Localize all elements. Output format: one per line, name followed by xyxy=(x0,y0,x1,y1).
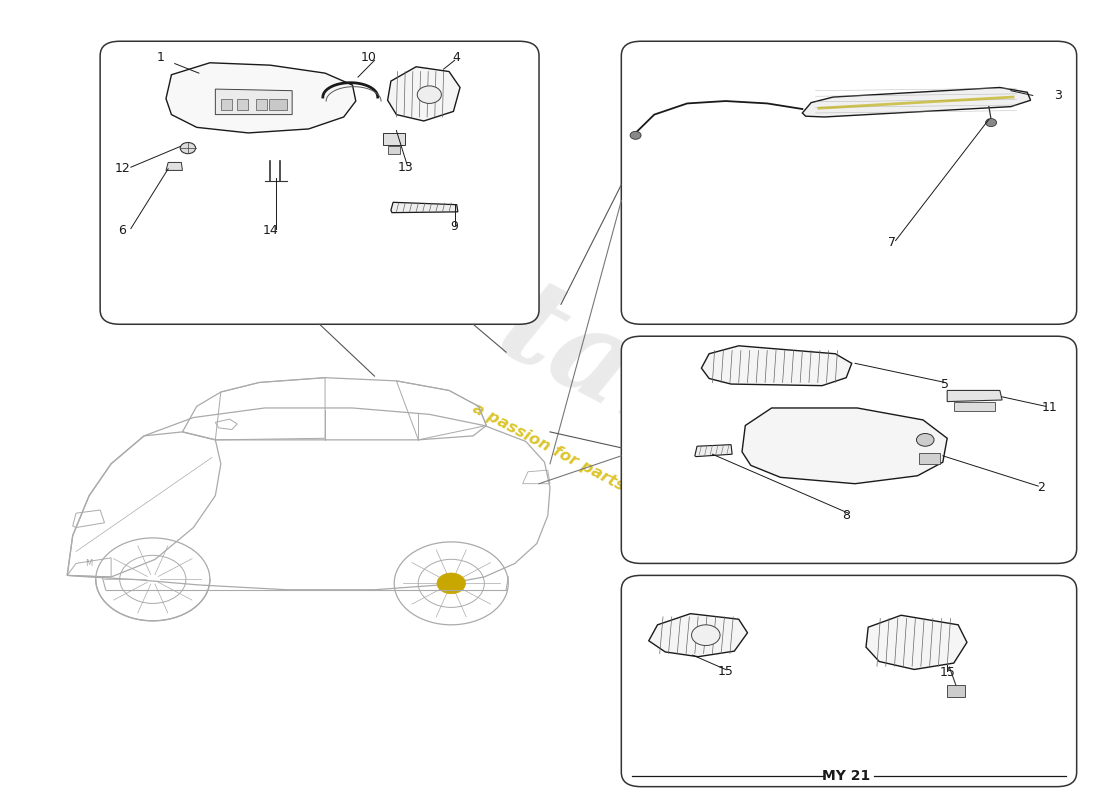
Text: 6: 6 xyxy=(118,225,127,238)
Polygon shape xyxy=(387,146,399,154)
Text: 15: 15 xyxy=(939,666,955,679)
Text: 3: 3 xyxy=(1054,89,1062,102)
Text: 12: 12 xyxy=(114,162,130,175)
Polygon shape xyxy=(270,98,287,110)
Text: 13: 13 xyxy=(397,161,412,174)
Polygon shape xyxy=(256,98,267,110)
Text: tares: tares xyxy=(478,266,840,534)
Text: 9: 9 xyxy=(451,220,459,233)
Circle shape xyxy=(417,86,441,103)
Polygon shape xyxy=(866,615,967,670)
Circle shape xyxy=(692,625,720,646)
Polygon shape xyxy=(390,202,458,213)
FancyBboxPatch shape xyxy=(621,575,1077,786)
Polygon shape xyxy=(238,98,249,110)
Circle shape xyxy=(916,434,934,446)
Polygon shape xyxy=(166,62,355,133)
Polygon shape xyxy=(742,408,947,484)
Polygon shape xyxy=(383,133,405,145)
Text: 10: 10 xyxy=(361,50,377,64)
Polygon shape xyxy=(947,686,965,697)
Polygon shape xyxy=(221,98,232,110)
Polygon shape xyxy=(695,445,733,457)
Text: 4: 4 xyxy=(453,50,461,64)
Polygon shape xyxy=(702,346,851,386)
Polygon shape xyxy=(387,66,460,121)
Text: 5: 5 xyxy=(940,378,949,390)
Polygon shape xyxy=(216,89,293,114)
Text: 15: 15 xyxy=(717,665,734,678)
Polygon shape xyxy=(954,402,996,411)
Polygon shape xyxy=(166,162,183,170)
Polygon shape xyxy=(649,614,748,657)
Text: 7: 7 xyxy=(889,236,896,249)
Text: 8: 8 xyxy=(843,509,850,522)
Text: M: M xyxy=(86,559,92,568)
FancyBboxPatch shape xyxy=(621,336,1077,563)
FancyBboxPatch shape xyxy=(100,42,539,324)
FancyBboxPatch shape xyxy=(621,42,1077,324)
Circle shape xyxy=(437,573,465,594)
Text: 14: 14 xyxy=(262,225,278,238)
Polygon shape xyxy=(918,453,939,464)
Text: 2: 2 xyxy=(1037,481,1045,494)
Text: 1: 1 xyxy=(156,50,164,64)
Polygon shape xyxy=(947,390,1002,402)
Text: a passion for parts since 1985: a passion for parts since 1985 xyxy=(470,401,717,542)
Text: MY 21: MY 21 xyxy=(822,770,870,783)
Circle shape xyxy=(630,131,641,139)
Circle shape xyxy=(180,142,196,154)
Circle shape xyxy=(986,118,997,126)
Text: 11: 11 xyxy=(1042,402,1057,414)
Polygon shape xyxy=(802,87,1031,117)
